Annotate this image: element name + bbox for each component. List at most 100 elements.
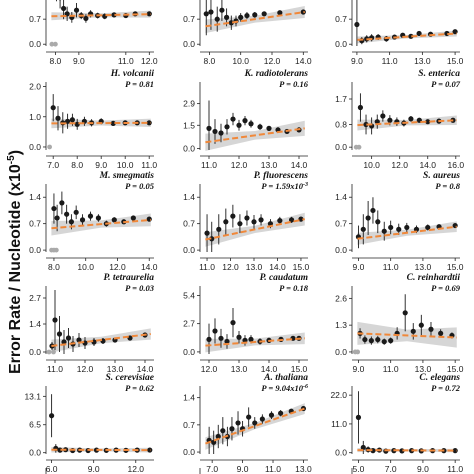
y-tick-label: 1.4 xyxy=(335,192,347,202)
data-point xyxy=(204,230,210,236)
x-tick-label: 13.0 xyxy=(107,364,124,374)
x-tick-label: 14.0 xyxy=(141,262,158,272)
panel-1: 0.0 0.7 8.0 9.0 11.0 12.0 xyxy=(29,0,158,66)
data-point xyxy=(206,125,212,131)
y-tick-label: 2.7 xyxy=(183,319,195,329)
data-point xyxy=(355,414,362,420)
y-tick-label: 0.7 xyxy=(29,14,41,24)
y-tick-label: 0.0 xyxy=(183,143,195,153)
data-point xyxy=(208,9,214,15)
data-point xyxy=(146,120,152,126)
zero-point xyxy=(356,144,362,150)
x-tick-label: 14.0 xyxy=(419,160,436,170)
data-point xyxy=(428,326,434,332)
data-point xyxy=(252,12,258,18)
y-tick-label: 0.0 xyxy=(29,448,41,458)
data-point xyxy=(95,215,102,221)
trend-line xyxy=(357,332,457,339)
data-point xyxy=(236,122,242,128)
data-point xyxy=(244,215,250,221)
p-value-text: P = 0.8 xyxy=(435,181,460,191)
x-tick-label: 7.0 xyxy=(206,464,218,474)
p-value-text: P = 0.81 xyxy=(125,79,154,89)
data-point xyxy=(59,200,65,206)
y-tick-label: 0.0 xyxy=(183,39,195,49)
data-point xyxy=(224,338,230,345)
data-point xyxy=(258,217,264,223)
data-point xyxy=(381,339,387,345)
data-point xyxy=(209,236,215,242)
data-point xyxy=(54,215,60,221)
trend-line xyxy=(205,11,305,28)
x-tick-label: 11.0 xyxy=(118,56,134,66)
data-point xyxy=(452,448,458,454)
x-tick-label: 13.0 xyxy=(414,56,431,66)
data-point xyxy=(362,336,368,343)
panel-5: 0.0 1.5 2.9 11.0 12.0 13.0 14.0 K. radiotoleran… xyxy=(183,69,309,170)
p-value-exponent: -3 xyxy=(303,182,308,188)
zero-point xyxy=(49,41,55,47)
trend-line xyxy=(205,218,305,241)
data-point xyxy=(68,219,75,225)
y-tick-label: 1.7 xyxy=(335,94,347,104)
y-axis-title: Error Rate / Nucleotide (x10-5) xyxy=(6,150,24,374)
data-point xyxy=(252,420,258,426)
y-axis-title-main: Error Rate / Nucleotide (x10 xyxy=(7,164,24,374)
data-point xyxy=(206,336,212,342)
y-tick-label: 0.7 xyxy=(29,219,41,229)
y-tick-label: 22.0 xyxy=(330,390,347,400)
y-tick-label: 2.0 xyxy=(29,82,41,92)
x-tick-label: 9.0 xyxy=(73,56,85,66)
p-value-text: P = 0.07 xyxy=(431,79,461,89)
panel-p-value: P = 0.05 xyxy=(125,181,155,191)
data-point xyxy=(55,115,61,121)
y-tick-label: 0.0 xyxy=(183,245,195,255)
y-tick-label: 2.7 xyxy=(29,293,41,303)
data-point xyxy=(277,218,283,224)
x-tick-label: 11.0 xyxy=(383,262,399,272)
x-tick-label: 12.0 xyxy=(127,464,144,474)
data-point xyxy=(212,128,218,135)
data-point xyxy=(65,335,72,341)
y-tick-label: 0.0 xyxy=(335,142,347,152)
y-tick-label: 0.8 xyxy=(335,120,347,130)
data-point xyxy=(229,426,235,432)
data-point xyxy=(214,16,220,22)
y-tick-label: 0.0 xyxy=(335,347,347,357)
zero-point xyxy=(355,349,361,355)
panel-p-value: P = 0.07 xyxy=(431,79,461,89)
y-tick-label: 1.4 xyxy=(29,319,41,329)
x-tick-label: 9.0 xyxy=(237,464,249,474)
data-point xyxy=(360,226,366,232)
data-point xyxy=(230,320,236,326)
trend-line xyxy=(51,333,151,347)
x-tick-label: 14.0 xyxy=(261,364,278,374)
data-point xyxy=(300,9,306,15)
y-tick-label: 0.7 xyxy=(183,420,195,430)
y-tick-label: 5.4 xyxy=(183,290,195,300)
data-point xyxy=(111,217,117,223)
x-tick-label: 11.0 xyxy=(141,160,157,170)
data-point xyxy=(223,219,229,225)
x-tick-label: 12.0 xyxy=(231,160,248,170)
trend-line xyxy=(357,32,457,41)
data-point xyxy=(388,224,394,231)
data-point xyxy=(425,119,431,125)
x-tick-label: 13.0 xyxy=(415,262,432,272)
data-point xyxy=(438,330,444,336)
x-tick-label: 15.0 xyxy=(447,364,464,374)
x-tick-label: 7.0 xyxy=(385,464,397,474)
x-tick-label: 9.0 xyxy=(88,464,100,474)
p-value-text: P = 0.18 xyxy=(279,283,309,293)
data-point xyxy=(370,207,376,214)
panel-title: S. aureus xyxy=(423,171,460,181)
x-tick-label: 11.0 xyxy=(199,262,215,272)
data-point xyxy=(244,12,250,19)
x-tick-label: 14.0 xyxy=(295,56,312,66)
data-point xyxy=(49,413,55,419)
x-tick-label: 12.0 xyxy=(77,364,94,374)
